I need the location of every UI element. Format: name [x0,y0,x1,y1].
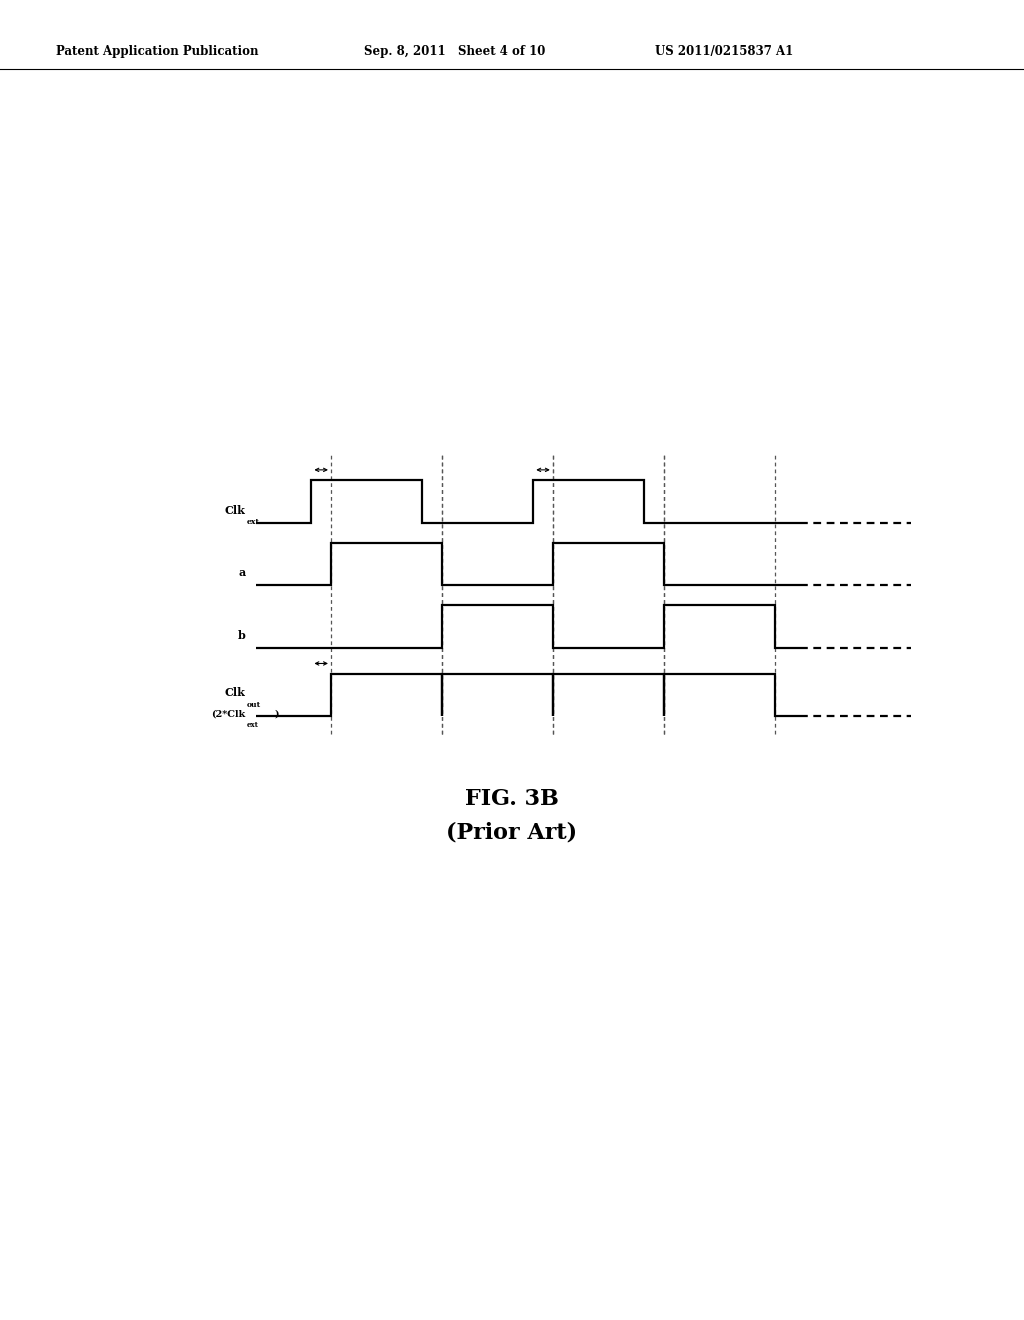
Text: US 2011/0215837 A1: US 2011/0215837 A1 [655,45,794,58]
Text: (Prior Art): (Prior Art) [446,821,578,843]
Text: Clk: Clk [225,504,246,516]
Text: Sep. 8, 2011   Sheet 4 of 10: Sep. 8, 2011 Sheet 4 of 10 [364,45,545,58]
Text: FIG. 3B: FIG. 3B [465,788,559,810]
Text: Patent Application Publication: Patent Application Publication [56,45,259,58]
Text: ): ) [274,710,279,719]
Text: out: out [247,701,261,709]
Text: ext: ext [247,721,259,729]
Text: a: a [239,568,246,578]
Text: Clk: Clk [225,688,246,698]
Text: b: b [238,630,246,640]
Text: (2*Clk: (2*Clk [212,710,246,719]
Text: ext: ext [247,517,260,525]
